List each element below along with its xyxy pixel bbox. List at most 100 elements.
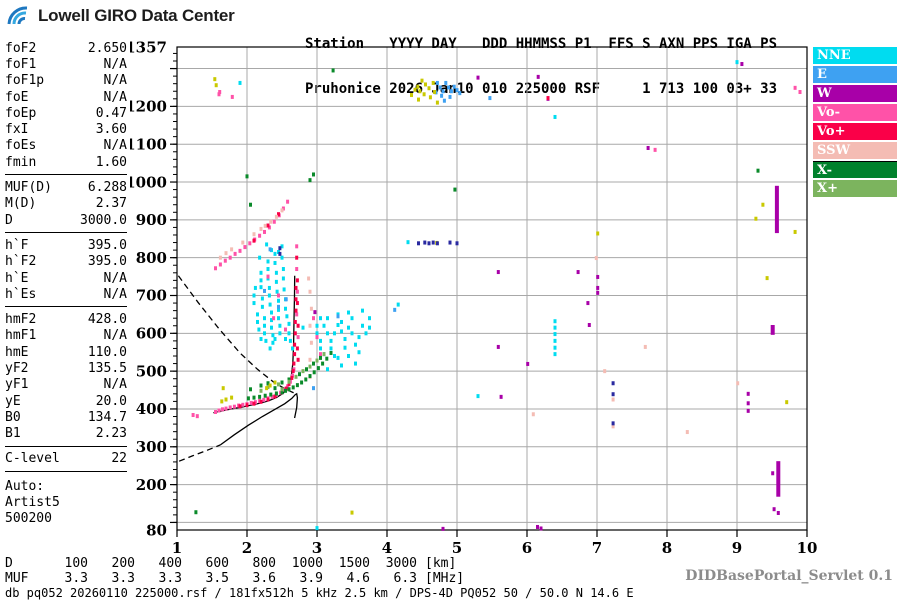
- echo-point-NNE: [263, 331, 266, 336]
- echo-point-NNE: [357, 335, 361, 340]
- echo-point-X+: [301, 369, 305, 374]
- echo-point-other-yellow: [596, 231, 600, 236]
- echo-bar-W: [770, 324, 775, 335]
- d-row-values: 100 200 400 600 800 1000 1500 3000: [41, 556, 417, 571]
- param-value: 1.60: [95, 154, 127, 170]
- echo-point-NNE: [280, 255, 284, 260]
- param-label: yF2: [5, 360, 29, 376]
- echo-point-SSW: [308, 323, 312, 328]
- param-label: D: [5, 212, 13, 228]
- echo-point-X+: [287, 379, 291, 384]
- echo-point-SSW: [611, 397, 615, 402]
- echo-point-E: [444, 80, 448, 85]
- echo-point-NNE: [315, 526, 319, 531]
- echo-point-NNE: [319, 346, 322, 351]
- legend-item-nne: NNE: [813, 47, 897, 64]
- echo-point-NNE: [357, 350, 361, 355]
- x-axis-label: 7: [592, 539, 602, 557]
- echo-point-NNE: [275, 289, 279, 294]
- echo-point-NNE: [553, 345, 557, 350]
- x-axis-label: 1: [172, 539, 182, 557]
- echo-point-X-: [295, 383, 299, 388]
- echo-point-W: [776, 510, 780, 515]
- echo-point-X-: [316, 366, 320, 371]
- param-value: N/A: [103, 377, 127, 393]
- echo-point-NNE: [291, 346, 294, 351]
- param-value: 428.0: [87, 312, 127, 328]
- y-axis-label: 400: [136, 400, 167, 418]
- d-value: 1500: [338, 556, 370, 571]
- echo-point-NNE: [274, 279, 278, 284]
- echo-point-X+: [277, 382, 280, 387]
- x-axis-label: 10: [797, 539, 818, 557]
- param-value: 395.0: [87, 237, 127, 253]
- param-row-foe: foE N/A: [5, 89, 127, 105]
- param-value: 6.288: [87, 180, 127, 196]
- echo-point-SSW: [224, 251, 228, 256]
- param-label: foEs: [5, 138, 37, 154]
- muf-value: 3.3: [111, 571, 135, 586]
- echo-point-SSW: [259, 226, 263, 231]
- echo-point-NNE: [252, 301, 256, 306]
- echo-point-Vo+: [293, 331, 297, 336]
- echo-point-Vo-: [793, 85, 797, 90]
- echo-point-E: [452, 84, 456, 89]
- echo-point-W: [499, 394, 503, 399]
- echo-point-Vo-: [218, 90, 222, 95]
- echo-point-NNE: [333, 354, 336, 359]
- echo-point-Vo-: [217, 92, 221, 97]
- param-label: h`F2: [5, 254, 37, 270]
- param-label: foF1: [5, 56, 37, 72]
- echo-point-NNE: [553, 319, 557, 324]
- echo-point-other-yellow: [410, 93, 413, 98]
- echo-point-NNE: [281, 276, 285, 281]
- echo-point-SSW: [308, 289, 312, 294]
- echo-point-other-yellow: [418, 89, 422, 94]
- echo-point-NNE: [270, 310, 273, 315]
- echo-point-SSW: [309, 306, 313, 311]
- echo-point-X-: [274, 391, 278, 396]
- echo-point-X-: [312, 361, 315, 366]
- d-value: 800: [252, 556, 276, 571]
- echo-point-X-: [249, 387, 252, 392]
- echo-point-W: [536, 74, 540, 79]
- echo-point-Vo-: [270, 394, 274, 399]
- echo-point-E: [447, 85, 451, 90]
- echo-point-X-: [287, 377, 291, 382]
- servlet-version-label: DIDBasePortal_Servlet 0.1: [685, 568, 893, 584]
- brand-title: Lowell GIRO Data Center: [38, 6, 235, 25]
- echo-point-W: [740, 62, 744, 67]
- echo-point-SSW: [274, 214, 278, 219]
- echo-point-Vo-: [214, 409, 217, 414]
- auto-label: Auto:: [5, 478, 45, 494]
- echo-point-X-: [287, 387, 291, 392]
- echo-point-SSW: [685, 430, 689, 435]
- measurement-info-line: db pq052 20260110 225000.rsf / 181fx512h…: [5, 586, 634, 600]
- echo-point-X-: [246, 396, 250, 401]
- echo-point-Vo+: [238, 404, 242, 409]
- echo-point-X+: [315, 358, 319, 363]
- echo-point-NNE: [257, 327, 261, 332]
- echo-point-NNE: [361, 308, 364, 313]
- echo-point-Vo+: [245, 403, 249, 408]
- echo-point-other-navy: [427, 241, 431, 246]
- param-row-he: h`E N/A: [5, 270, 127, 286]
- echo-point-Vo-: [263, 229, 266, 234]
- echo-point-other-yellow: [230, 395, 234, 400]
- echo-point-other-yellow: [765, 276, 769, 281]
- param-value: N/A: [103, 89, 127, 105]
- echo-point-other-yellow: [213, 77, 217, 82]
- echo-point-Vo+: [294, 308, 298, 313]
- param-row-foep: foEp 0.47: [5, 105, 127, 121]
- echo-point-Vo-: [291, 373, 294, 378]
- echo-point-Vo-: [312, 316, 315, 321]
- curve-transmission-curve: [177, 275, 297, 395]
- echo-point-other-yellow: [793, 229, 797, 234]
- echo-point-Vo-: [221, 407, 224, 412]
- echo-point-NNE: [270, 318, 273, 323]
- echo-point-other-yellow: [220, 399, 224, 404]
- echo-point-W: [746, 408, 750, 413]
- echo-point-NNE: [273, 336, 277, 341]
- station-header-line1: Station YYYY DAY DDD HHMMSS P1 FFS S AXN…: [305, 36, 778, 52]
- echo-point-W: [771, 471, 775, 476]
